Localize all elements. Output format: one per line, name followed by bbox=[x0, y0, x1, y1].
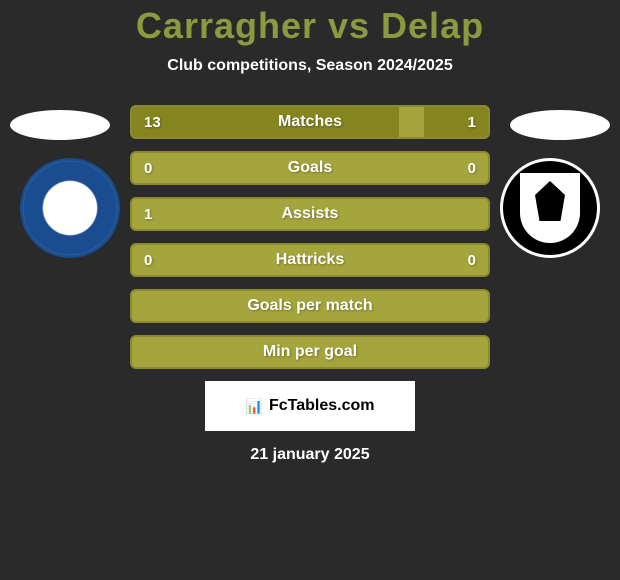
stat-fill-right bbox=[424, 107, 488, 137]
stat-value-right: 1 bbox=[468, 114, 476, 131]
stat-value-left: 0 bbox=[144, 252, 152, 269]
player-photo-left bbox=[10, 110, 110, 140]
club-badge-left bbox=[20, 158, 120, 258]
stat-row-matches: 13 Matches 1 bbox=[130, 105, 490, 139]
watermark: 📊 FcTables.com bbox=[205, 381, 415, 431]
stat-value-left: 13 bbox=[144, 114, 161, 131]
stats-area: 13 Matches 1 0 Goals 0 1 Assists bbox=[130, 105, 490, 369]
date-label: 21 january 2025 bbox=[0, 446, 620, 464]
stat-label: Hattricks bbox=[276, 251, 344, 269]
stat-label: Matches bbox=[278, 113, 342, 131]
stat-label: Goals per match bbox=[247, 297, 372, 315]
stat-row-assists: 1 Assists bbox=[130, 197, 490, 231]
stat-label: Min per goal bbox=[263, 343, 357, 361]
stat-row-min-per-goal: Min per goal bbox=[130, 335, 490, 369]
stat-value-right: 0 bbox=[468, 160, 476, 177]
stat-value-left: 1 bbox=[144, 206, 152, 223]
chart-icon: 📊 bbox=[246, 398, 263, 415]
stat-row-goals: 0 Goals 0 bbox=[130, 151, 490, 185]
stat-label: Assists bbox=[282, 205, 339, 223]
club-badge-right bbox=[500, 158, 600, 258]
stat-value-right: 0 bbox=[468, 252, 476, 269]
stat-fill-left bbox=[132, 107, 399, 137]
stat-row-hattricks: 0 Hattricks 0 bbox=[130, 243, 490, 277]
page-title: Carragher vs Delap bbox=[0, 5, 620, 47]
watermark-text: FcTables.com bbox=[269, 397, 375, 415]
badge-right-shield-icon bbox=[520, 173, 580, 243]
comparison-card: Carragher vs Delap Club competitions, Se… bbox=[0, 0, 620, 580]
content-area: 13 Matches 1 0 Goals 0 1 Assists bbox=[0, 105, 620, 464]
stat-label: Goals bbox=[288, 159, 332, 177]
stat-row-goals-per-match: Goals per match bbox=[130, 289, 490, 323]
subtitle: Club competitions, Season 2024/2025 bbox=[0, 57, 620, 75]
player-photo-right bbox=[510, 110, 610, 140]
stat-value-left: 0 bbox=[144, 160, 152, 177]
